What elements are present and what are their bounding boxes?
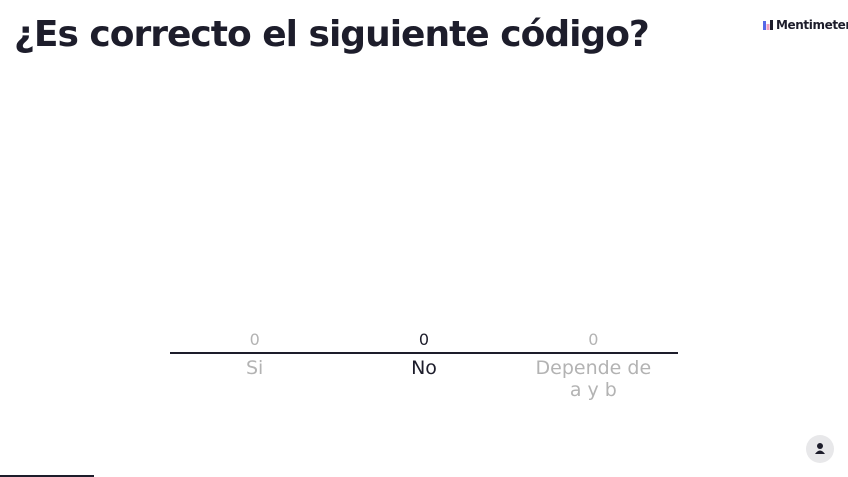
category-label: No <box>411 357 437 379</box>
brand-name: Mentimeter <box>776 18 848 32</box>
category-label: Si <box>245 357 264 379</box>
person-icon <box>815 443 825 454</box>
value-label: 0 <box>249 330 260 349</box>
progress-bar <box>0 475 94 477</box>
brand-icon <box>763 20 773 30</box>
audience-button[interactable] <box>806 435 834 463</box>
brand: Mentimeter <box>763 18 848 32</box>
category-label: Depende de a y b <box>535 357 652 401</box>
value-label: 0 <box>418 330 430 349</box>
value-label: 0 <box>588 330 599 349</box>
chart-title: ¿Es correcto el siguiente código? <box>14 14 650 55</box>
